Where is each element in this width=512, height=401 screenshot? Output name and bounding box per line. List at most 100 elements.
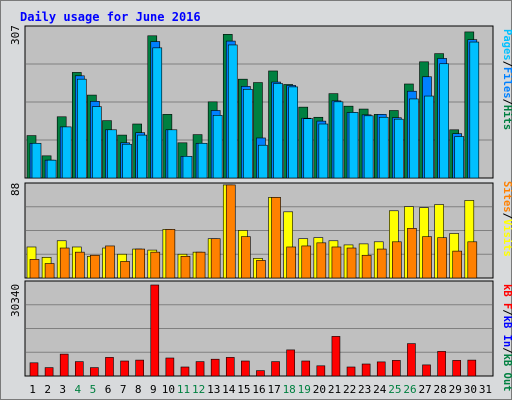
day-label: 22 [343,383,356,396]
hits-bar-pages [378,116,389,179]
day-label: 5 [90,383,97,396]
hits-bar-pages [152,47,163,179]
day-label: 2 [44,383,51,396]
day-label: 13 [207,383,220,396]
legend-part: kB Out [501,354,512,392]
visits-bar-sites [346,247,357,279]
kbytes-bar-kb-f [105,357,114,377]
visits-bar-sites [256,260,266,279]
visits-bar-sites [150,251,161,279]
hits-bar-pages [46,159,57,179]
visits-bar-sites [165,229,176,279]
day-label: 31 [479,383,492,396]
chart-title: Daily usage for June 2016 [20,10,201,24]
kbytes-bar-kb-f [301,360,311,377]
legend-part: / [501,347,512,353]
visits-bar-sites [210,238,221,279]
day-label: 17 [267,383,280,396]
kbytes-bar-kb-f [44,367,54,377]
visits-bar-sites [195,251,206,279]
visits-bar-sites [331,246,342,279]
hits-bar-pages [92,106,102,179]
hits-bar-pages [409,98,419,179]
day-label: 16 [252,383,265,396]
legend-part: / [501,309,512,315]
visits-panel [24,182,494,279]
hits-panel [24,25,494,179]
kbytes-bar-kb-f [392,360,401,377]
kbytes-bar-kb-f [437,351,446,377]
visits-bar-sites [407,228,417,279]
kbytes-bar-kb-f [407,343,416,377]
legend-part: Pages [501,29,512,61]
legend-part: / [501,99,512,105]
day-label: 6 [105,383,112,396]
visits-bar-sites [29,259,40,279]
day-label: 9 [150,383,157,396]
day-label: 27 [418,383,431,396]
kbytes-bar-kb-f [195,361,205,377]
visits-bar-sites [452,250,463,279]
kbytes-bar-kb-f [316,365,326,377]
hits-bar-pages [288,86,298,179]
hits-bar-pages [439,63,449,179]
visits-bar-sites [59,247,70,279]
kbytes-panel [24,280,494,377]
kbytes-bar-kb-f [59,353,69,377]
visits-bar-sites [74,251,85,279]
day-label: 15 [237,383,250,396]
hits-panel-legend-label: Pages/Files/Hits [501,29,512,130]
hits-bar-pages [454,136,465,179]
day-label: 3 [59,383,66,396]
visits-bar-sites [467,241,478,279]
hits-bar-pages [197,142,208,179]
hits-bar-pages [363,115,374,179]
kbytes-bar-kb-f [74,361,84,377]
day-label: 18 [283,383,296,396]
day-label: 30 [464,383,477,396]
kbytes-bar-kb-f [376,361,386,377]
hits-bar-pages [243,88,253,179]
visits-bar-sites [90,254,100,279]
hits-bar-pages [273,83,283,179]
kbytes-bar-kb-f [120,360,129,377]
kbytes-panel-legend-label: kB F/kB In/kB Out [501,284,512,392]
hits-bar-pages [394,118,404,179]
kbytes-bar-kb-f [346,366,356,377]
day-label: 12 [192,383,205,396]
day-label: 26 [403,383,416,396]
legend-part: kB In [501,316,512,348]
visits-bar-sites [44,263,55,279]
visits-bar-sites [316,242,327,279]
hits-bar-pages [107,129,117,179]
kbytes-bar-kb-f [271,361,280,377]
legend-part: / [501,61,512,67]
kbytes-bar-kb-f [180,366,190,377]
kbytes-panel-ymax-label: 30340 [9,284,22,317]
hits-bar-pages [167,129,178,179]
kbytes-bar-kb-f [422,364,431,377]
kbytes-bar-kb-f [29,362,39,377]
kbytes-bar-kb-f [241,360,250,377]
day-label: 24 [373,383,387,396]
kbytes-bar-kb-f [225,357,235,377]
hits-bar-pages [318,123,329,179]
hits-bar-pages [76,78,87,179]
day-label: 20 [313,383,326,396]
day-label: 14 [222,383,236,396]
visits-bar-sites [422,236,432,279]
day-label: 7 [120,383,127,396]
hits-bar-pages [31,142,42,179]
kbytes-bar-kb-f [90,367,99,377]
day-label: 29 [449,383,462,396]
legend-part: Hits [501,105,512,130]
hits-bar-pages [227,44,238,179]
visits-bar-sites [120,261,130,279]
visits-bar-sites [392,241,402,279]
kbytes-bar-kb-f [210,358,220,377]
kbytes-bar-kb-f [135,359,144,377]
hits-bar-pages [303,118,314,179]
visits-bar-sites [301,245,312,279]
